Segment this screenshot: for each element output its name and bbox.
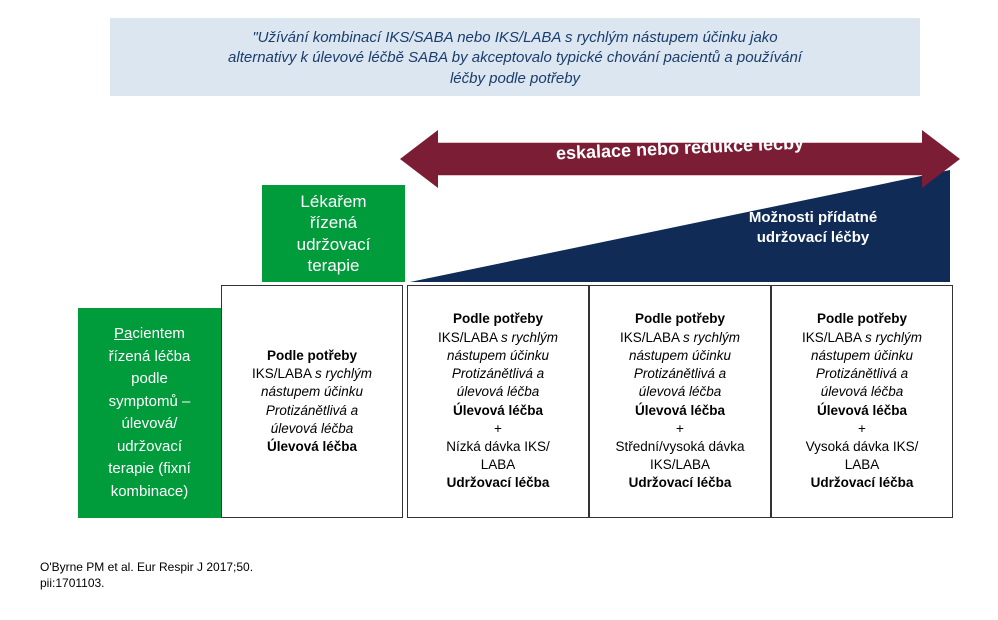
step-maintenance: Udržovací léčba [811, 474, 914, 492]
step-line: Protizánětlivá a [816, 365, 908, 383]
step-title: Podle potřeby [453, 310, 543, 328]
quote-line: alternativy k úlevové léčbě SABA by akce… [130, 48, 900, 68]
quote-line: "Užívání kombinací IKS/SABA nebo IKS/LAB… [130, 28, 900, 48]
step-line: nástupem účinku [629, 347, 731, 365]
left-label-line: udržovací [108, 436, 191, 459]
left-label-line: terapie (fixní [108, 458, 191, 481]
step-line: úlevová léčba [271, 420, 354, 438]
green-header-line: terapie [297, 255, 371, 276]
step-dose: IKS/LABA [650, 456, 710, 474]
citation: O'Byrne PM et al. Eur Respir J 2017;50. … [40, 560, 253, 591]
maintenance-line: udržovací léčby [688, 228, 938, 248]
step-reliever: Úlevová léčba [635, 402, 725, 420]
step-dose: LABA [481, 456, 516, 474]
citation-line: O'Byrne PM et al. Eur Respir J 2017;50. [40, 560, 253, 576]
step-dose: Vysoká dávka IKS/ [806, 438, 919, 456]
treatment-step: Podle potřeby IKS/LABA s rychlým nástupe… [221, 285, 403, 518]
left-label-line: podle [108, 368, 191, 391]
step-line: úlevová léčba [639, 383, 722, 401]
step-dose: Střední/vysoká dávka [615, 438, 744, 456]
step-line: IKS/LABA s rychlým [802, 329, 922, 347]
treatment-step: Podle potřeby IKS/LABA s rychlým nástupe… [407, 285, 589, 518]
left-label-underline: Pa [114, 325, 132, 342]
treatment-step: Podle potřeby IKS/LABA s rychlým nástupe… [771, 285, 953, 518]
green-header-line: Lékařem [297, 191, 371, 212]
left-label-line: řízená léčba [108, 346, 191, 369]
arrow-shape [400, 130, 960, 188]
step-line: IKS/LABA s rychlým [620, 329, 740, 347]
step-plus: + [676, 420, 684, 438]
step-line: nástupem účinku [261, 383, 363, 401]
step-maintenance: Udržovací léčba [447, 474, 550, 492]
step-title: Podle potřeby [817, 310, 907, 328]
step-line: IKS/LABA s rychlým [252, 365, 372, 383]
step-line: nástupem účinku [811, 347, 913, 365]
step-title: Podle potřeby [267, 347, 357, 365]
step-line: úlevová léčba [457, 383, 540, 401]
maintenance-options-label: Možnosti přídatné udržovací léčby [688, 208, 938, 247]
step-line: Protizánětlivá a [266, 402, 358, 420]
step-reliever: Úlevová léčba [453, 402, 543, 420]
step-plus: + [858, 420, 866, 438]
citation-line: pii:1701103. [40, 576, 253, 592]
step-reliever: Úlevová léčba [817, 402, 907, 420]
left-label-line: symptomů – [108, 391, 191, 414]
left-label-rest: cientem [132, 325, 185, 342]
green-header-line: řízená [297, 212, 371, 233]
step-line: úlevová léčba [821, 383, 904, 401]
patient-driven-label: Pacientem řízená léčba podle symptomů – … [78, 308, 221, 518]
escalation-arrow: eskalace nebo redukce léčby [400, 130, 960, 188]
quote-line: léčby podle potřeby [130, 69, 900, 89]
step-line: Protizánětlivá a [452, 365, 544, 383]
double-arrow-icon [400, 130, 960, 188]
physician-driven-header: Lékařem řízená udržovací terapie [262, 185, 405, 282]
step-line: Protizánětlivá a [634, 365, 726, 383]
step-line: nástupem účinku [447, 347, 549, 365]
quote-box: "Užívání kombinací IKS/SABA nebo IKS/LAB… [110, 18, 920, 96]
step-maintenance: Udržovací léčba [629, 474, 732, 492]
left-label-line: Pacientem [108, 323, 191, 346]
step-plus: + [494, 420, 502, 438]
left-label-line: úlevová/ [108, 413, 191, 436]
maintenance-line: Možnosti přídatné [688, 208, 938, 228]
treatment-step: Podle potřeby IKS/LABA s rychlým nástupe… [589, 285, 771, 518]
step-dose: Nízká dávka IKS/ [446, 438, 550, 456]
step-line: IKS/LABA s rychlým [438, 329, 558, 347]
green-header-line: udržovací [297, 234, 371, 255]
step-reliever: Úlevová léčba [267, 438, 357, 456]
step-dose: LABA [845, 456, 880, 474]
left-label-line: kombinace) [108, 481, 191, 504]
step-title: Podle potřeby [635, 310, 725, 328]
